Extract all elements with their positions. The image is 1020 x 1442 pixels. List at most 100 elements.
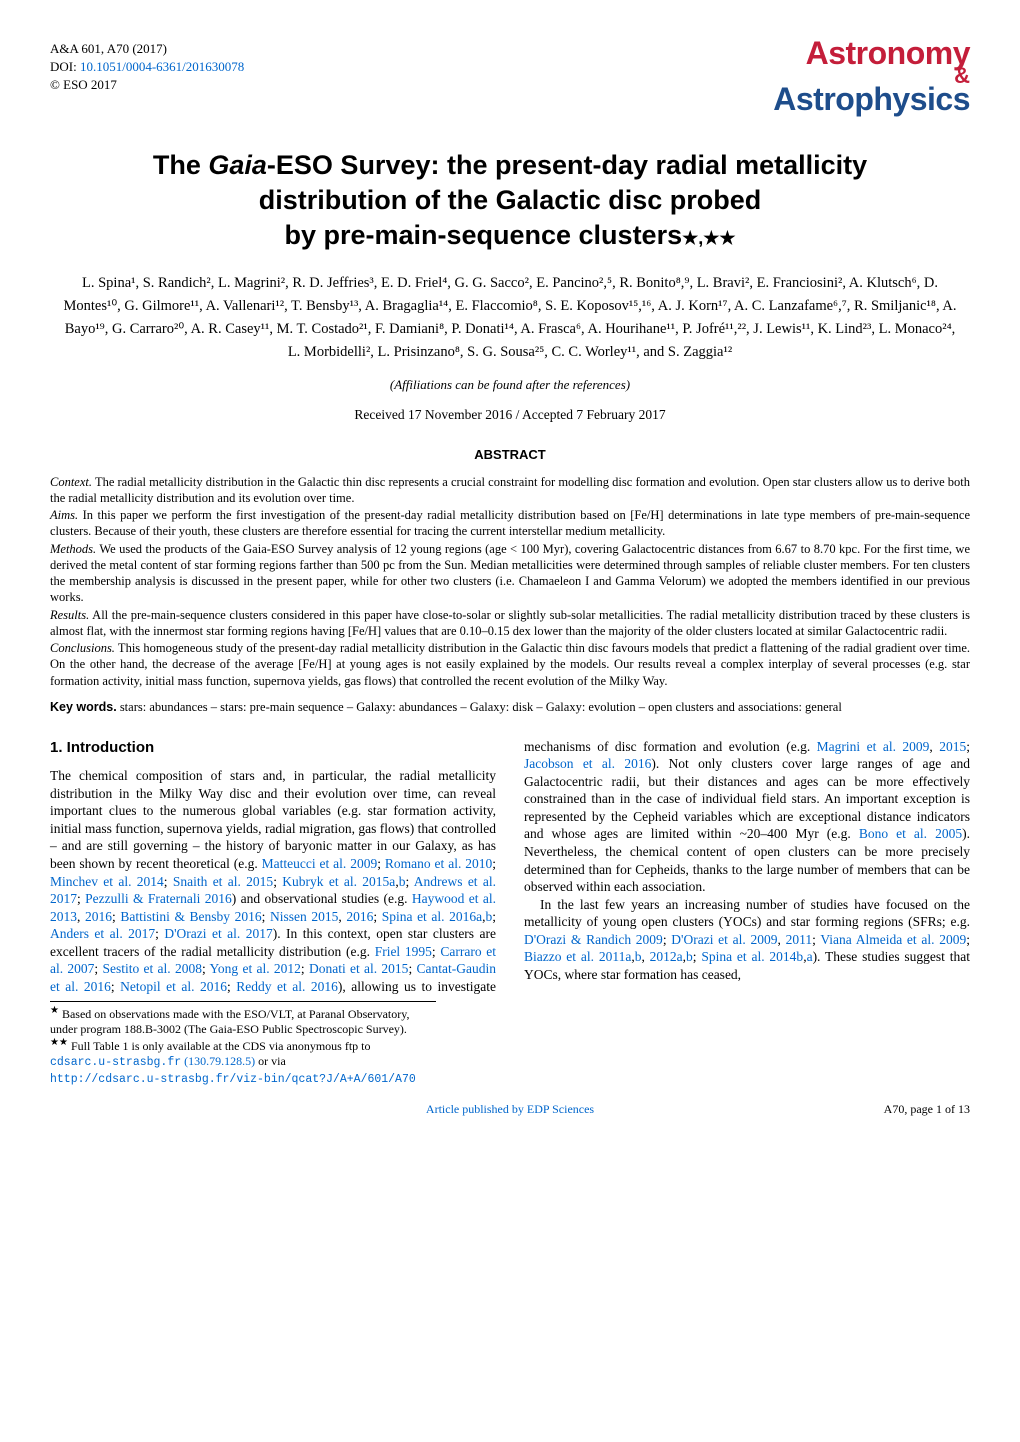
sep: ; xyxy=(492,909,496,924)
cite-magrini-2015[interactable]: 2015 xyxy=(939,739,966,754)
cite-jacobson-2016[interactable]: Jacobson et al. 2016 xyxy=(524,756,651,771)
cite-dorazi-2009[interactable]: D'Orazi et al. 2009 xyxy=(671,932,777,947)
sep: ; xyxy=(405,874,413,889)
footnote-2b: or via xyxy=(255,1054,286,1068)
results-text: All the pre-main-sequence clusters consi… xyxy=(50,608,970,638)
sep: ; xyxy=(377,856,385,871)
sep: ; xyxy=(301,961,309,976)
cite-snaith-2015[interactable]: Snaith et al. 2015 xyxy=(173,874,273,889)
footnote-2a: Full Table 1 is only available at the CD… xyxy=(68,1039,371,1053)
cite-pezzulli-2016[interactable]: Pezzulli & Fraternali 2016 xyxy=(85,891,232,906)
abstract-heading: ABSTRACT xyxy=(50,446,970,464)
cite-nissen-2015[interactable]: Nissen 2015 xyxy=(270,909,338,924)
footer-publisher[interactable]: Article published by EDP Sciences xyxy=(200,1101,820,1117)
cite-biazzo-2012b[interactable]: b xyxy=(686,949,693,964)
cite-spina-2014b[interactable]: Spina et al. 2014b xyxy=(701,949,803,964)
footnote-1-star: ★ xyxy=(50,1005,59,1016)
sep: , xyxy=(929,739,939,754)
sep: ; xyxy=(155,926,164,941)
conclusions-text: This homogeneous study of the present-da… xyxy=(50,641,970,688)
cite-sestito-2008[interactable]: Sestito et al. 2008 xyxy=(102,961,202,976)
sep: ; xyxy=(966,932,970,947)
abstract-conclusions: Conclusions. This homogeneous study of t… xyxy=(50,640,970,689)
footnote-2-ip: (130.79.128.5) xyxy=(181,1054,255,1068)
received-accepted: Received 17 November 2016 / Accepted 7 F… xyxy=(50,406,970,424)
cite-dorazi-2011[interactable]: 2011 xyxy=(786,932,813,947)
footer-spacer xyxy=(50,1101,200,1117)
cite-battistini-2016[interactable]: Battistini & Bensby 2016 xyxy=(120,909,261,924)
context-label: Context. xyxy=(50,475,92,489)
sep: ; xyxy=(164,874,173,889)
sep: ; xyxy=(966,739,970,754)
cite-magrini-2009[interactable]: Magrini et al. 2009 xyxy=(817,739,930,754)
intro-para-3: In the last few years an increasing numb… xyxy=(524,896,970,984)
abstract-body: Context. The radial metallicity distribu… xyxy=(50,474,970,689)
cite-dorazi-randich-2009[interactable]: D'Orazi & Randich 2009 xyxy=(524,932,663,947)
cite-haywood-2016[interactable]: 2016 xyxy=(85,909,112,924)
methods-label: Methods. xyxy=(50,542,96,556)
abstract-methods: Methods. We used the products of the Gai… xyxy=(50,541,970,606)
cite-minchev-2014[interactable]: Minchev et al. 2014 xyxy=(50,874,164,889)
doi-link[interactable]: 10.1051/0004-6361/201630078 xyxy=(80,59,244,74)
cite-dorazi-2017[interactable]: D'Orazi et al. 2017 xyxy=(164,926,272,941)
footnote-1: ★ Based on observations made with the ES… xyxy=(50,1005,436,1037)
sep: ; xyxy=(227,979,236,994)
p2a: excellent tracers of the radial metallic… xyxy=(50,944,375,959)
title-pre: The xyxy=(153,150,209,180)
journal-logo: Astronomy & Astrophysics xyxy=(773,40,970,113)
cite-anders-2017[interactable]: Anders et al. 2017 xyxy=(50,926,155,941)
logo-bottom: Astrophysics xyxy=(773,86,970,113)
sep: , xyxy=(777,932,785,947)
author-list: L. Spina¹, S. Randich², L. Magrini², R. … xyxy=(60,272,960,365)
title-line2: distribution of the Galactic disc probed xyxy=(259,185,762,215)
keywords-text: stars: abundances – stars: pre-main sequ… xyxy=(117,700,842,714)
sep: ; xyxy=(202,961,210,976)
results-label: Results. xyxy=(50,608,89,622)
context-text: The radial metallicity distribution in t… xyxy=(50,475,970,505)
page-header: A&A 601, A70 (2017) DOI: 10.1051/0004-63… xyxy=(50,40,970,113)
cite-netopil-2016[interactable]: Netopil et al. 2016 xyxy=(120,979,227,994)
aims-label: Aims. xyxy=(50,508,78,522)
cite-reddy-2016[interactable]: Reddy et al. 2016 xyxy=(236,979,338,994)
sep: , xyxy=(77,909,85,924)
title-stars: ★,★★ xyxy=(682,228,735,248)
cite-yong-2012[interactable]: Yong et al. 2012 xyxy=(210,961,301,976)
cite-friel-1995[interactable]: Friel 1995 xyxy=(375,944,432,959)
footnote-2-host[interactable]: cdsarc.u-strasbg.fr xyxy=(50,1056,181,1069)
aims-text: In this paper we perform the first inves… xyxy=(50,508,970,538)
cite-kubryk-2015a[interactable]: Kubryk et al. 2015a xyxy=(282,874,395,889)
sep: ; xyxy=(373,909,381,924)
journal-ref: A&A 601, A70 (2017) xyxy=(50,40,244,58)
journal-meta: A&A 601, A70 (2017) DOI: 10.1051/0004-63… xyxy=(50,40,244,95)
keywords-label: Key words. xyxy=(50,700,117,714)
section-heading-intro: 1. Introduction xyxy=(50,738,496,758)
sep: ; xyxy=(77,891,85,906)
cite-biazzo-2011a[interactable]: Biazzo et al. 2011a xyxy=(524,949,631,964)
cite-donati-2015[interactable]: Donati et al. 2015 xyxy=(309,961,408,976)
page-footer: Article published by EDP Sciences A70, p… xyxy=(50,1101,970,1117)
copyright: © ESO 2017 xyxy=(50,76,244,94)
cite-spina-2016a[interactable]: Spina et al. 2016a xyxy=(382,909,482,924)
sep: ) and observational studies (e.g. xyxy=(232,891,412,906)
title-post1: -ESO Survey: the present-day radial meta… xyxy=(267,150,867,180)
cite-bono-2005[interactable]: Bono et al. 2005 xyxy=(859,826,962,841)
footer-pages: A70, page 1 of 13 xyxy=(820,1101,970,1117)
keywords: Key words. stars: abundances – stars: pr… xyxy=(50,699,970,716)
title-line3: by pre-main-sequence clusters xyxy=(284,220,682,250)
footnote-2-url[interactable]: http://cdsarc.u-strasbg.fr/viz-bin/qcat?… xyxy=(50,1073,416,1086)
sep: , xyxy=(641,949,649,964)
cite-matteucci-2009[interactable]: Matteucci et al. 2009 xyxy=(262,856,378,871)
cite-biazzo-2012a[interactable]: 2012a xyxy=(650,949,683,964)
footnotes: ★ Based on observations made with the ES… xyxy=(50,1001,436,1087)
article-title: The Gaia-ESO Survey: the present-day rad… xyxy=(80,148,940,253)
cite-nissen-2016[interactable]: 2016 xyxy=(346,909,373,924)
footnote-2: ★★ Full Table 1 is only available at the… xyxy=(50,1037,436,1087)
p3a: In the last few years an increasing numb… xyxy=(524,897,970,930)
sep: ; xyxy=(262,909,270,924)
p1b: ). In this context, open star clusters a… xyxy=(273,926,496,941)
abstract-aims: Aims. In this paper we perform the first… xyxy=(50,507,970,540)
methods-text: We used the products of the Gaia-ESO Sur… xyxy=(50,542,970,605)
cite-vianaalmeida-2009[interactable]: Viana Almeida et al. 2009 xyxy=(820,932,966,947)
conclusions-label: Conclusions. xyxy=(50,641,115,655)
cite-romano-2010[interactable]: Romano et al. 2010 xyxy=(385,856,492,871)
